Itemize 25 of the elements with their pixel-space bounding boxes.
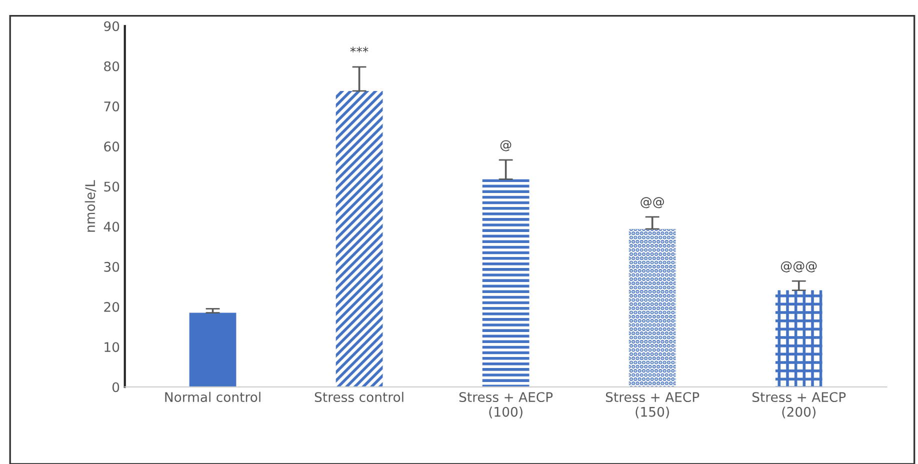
x-tick-label: Normal control: [165, 392, 260, 402]
bar: [482, 179, 530, 387]
data-label: ***: [350, 46, 368, 52]
y-tick-label: 60: [104, 142, 120, 152]
y-tick-label: 70: [104, 101, 120, 112]
y-tick-label: 80: [104, 61, 120, 72]
y-axis-title: nmole/L: [84, 180, 96, 232]
bar: [775, 290, 822, 387]
data-label: @: [500, 140, 512, 152]
x-tick-label: Stress control: [314, 392, 404, 402]
data-label: @@@: [780, 261, 817, 272]
x-tick-label: Stress + AECP (150): [606, 392, 700, 418]
bar: [189, 312, 236, 387]
bar: [336, 90, 383, 387]
y-tick-label: 0: [112, 382, 120, 392]
data-label: @@: [640, 197, 664, 208]
y-tick-label: 30: [104, 262, 120, 272]
x-tick-label: Stress + AECP (200): [752, 392, 846, 418]
y-tick-label: 90: [104, 21, 120, 32]
x-tick-label: Stress + AECP (100): [459, 392, 553, 418]
bar: [628, 228, 676, 387]
y-tick-label: 20: [104, 302, 120, 312]
y-tick-label: 10: [104, 342, 120, 352]
y-tick-label: 40: [104, 222, 120, 232]
y-tick-label: 50: [104, 182, 120, 192]
